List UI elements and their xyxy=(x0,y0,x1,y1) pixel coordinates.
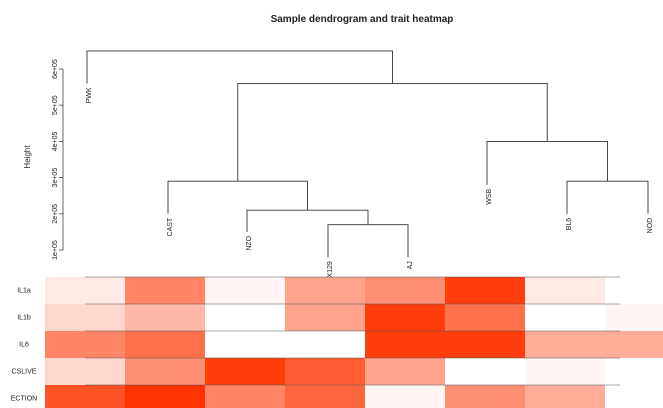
dendrogram-branch xyxy=(86,50,393,84)
heatmap-cell xyxy=(525,331,605,358)
heatmap-cell xyxy=(365,331,445,358)
sample-label: NZO xyxy=(246,235,253,250)
trait-label: CSLIVE xyxy=(12,368,37,375)
heatmap-cell xyxy=(45,358,125,385)
heatmap-cell xyxy=(125,331,205,358)
heatmap-cell xyxy=(45,331,125,358)
trait-label: ECTION xyxy=(11,395,37,402)
heatmap-row-separators xyxy=(85,276,620,386)
heatmap-cell xyxy=(125,277,205,304)
heatmap-cell xyxy=(525,358,605,385)
y-tick-label: 2e+05 xyxy=(52,204,59,224)
leaf-labels: PWK CAST NZO X129 AJ WSB BL6 NOD xyxy=(86,87,654,277)
dendrogram-branches xyxy=(86,50,649,258)
heatmap-cell xyxy=(125,385,205,408)
heatmap-cell xyxy=(285,385,365,408)
heatmap-cell xyxy=(605,331,663,358)
heatmap-cell xyxy=(125,304,205,331)
heatmap-cell xyxy=(605,277,663,304)
trait-heatmap: IL1a IL1b IL6 CSLIVE ECTION xyxy=(11,276,663,408)
sample-label: WSB xyxy=(486,189,493,205)
sample-label: CAST xyxy=(167,217,174,236)
heatmap-cell xyxy=(285,331,365,358)
heatmap-cell xyxy=(125,358,205,385)
heatmap-cell xyxy=(365,385,445,408)
heatmap-cell xyxy=(285,277,365,304)
heatmap-cell xyxy=(285,304,365,331)
sample-label: BL6 xyxy=(566,218,573,231)
heatmap-cell xyxy=(605,385,663,408)
y-tick-label: 3e+05 xyxy=(52,168,59,188)
trait-labels: IL1a IL1b IL6 CSLIVE ECTION xyxy=(11,287,37,402)
y-ticks: 1e+05 2e+05 3e+05 4e+05 5e+05 6e+05 xyxy=(52,59,63,260)
sample-label: X129 xyxy=(327,261,334,277)
heatmap-cell xyxy=(205,385,285,408)
heatmap-cell xyxy=(45,304,125,331)
heatmap-cell xyxy=(205,331,285,358)
y-tick-label: 6e+05 xyxy=(52,59,59,79)
trait-label: IL1b xyxy=(17,314,31,321)
y-axis-label: Height xyxy=(23,145,32,169)
heatmap-cells xyxy=(45,277,663,408)
heatmap-cell xyxy=(525,304,605,331)
heatmap-cell xyxy=(525,385,605,408)
dendrogram-branch xyxy=(167,180,308,214)
heatmap-cell xyxy=(365,358,445,385)
y-tick-label: 5e+05 xyxy=(52,95,59,115)
dendrogram-branch xyxy=(486,140,608,185)
heatmap-cell xyxy=(205,304,285,331)
heatmap-cell xyxy=(285,358,365,385)
dendrogram-branch xyxy=(327,224,409,258)
heatmap-cell xyxy=(445,304,525,331)
chart-title: Sample dendrogram and trait heatmap xyxy=(271,14,454,25)
heatmap-cell xyxy=(365,277,445,304)
heatmap-cell xyxy=(45,385,125,408)
heatmap-cell xyxy=(205,277,285,304)
sample-label: PWK xyxy=(86,87,93,103)
dendrogram: PWK CAST NZO X129 AJ WSB BL6 NOD xyxy=(86,50,654,278)
trait-label: IL1a xyxy=(17,287,31,294)
heatmap-cell xyxy=(445,277,525,304)
heatmap-cell xyxy=(525,277,605,304)
heatmap-cell xyxy=(445,358,525,385)
sample-label: AJ xyxy=(407,261,414,269)
heatmap-cell xyxy=(445,331,525,358)
sample-label: NOD xyxy=(647,218,654,234)
dendrogram-branch xyxy=(237,83,548,182)
heatmap-cell xyxy=(205,358,285,385)
dendrogram-branch xyxy=(566,180,649,214)
y-axis: 1e+05 2e+05 3e+05 4e+05 5e+05 6e+05 Height xyxy=(23,59,64,260)
heatmap-cell xyxy=(605,358,663,385)
y-tick-label: 1e+05 xyxy=(52,240,59,260)
dendrogram-branch xyxy=(246,209,369,232)
y-tick-label: 4e+05 xyxy=(52,131,59,151)
trait-label: IL6 xyxy=(19,341,29,348)
heatmap-cell xyxy=(605,304,663,331)
heatmap-cell xyxy=(45,277,125,304)
heatmap-cell xyxy=(365,304,445,331)
heatmap-cell xyxy=(445,385,525,408)
